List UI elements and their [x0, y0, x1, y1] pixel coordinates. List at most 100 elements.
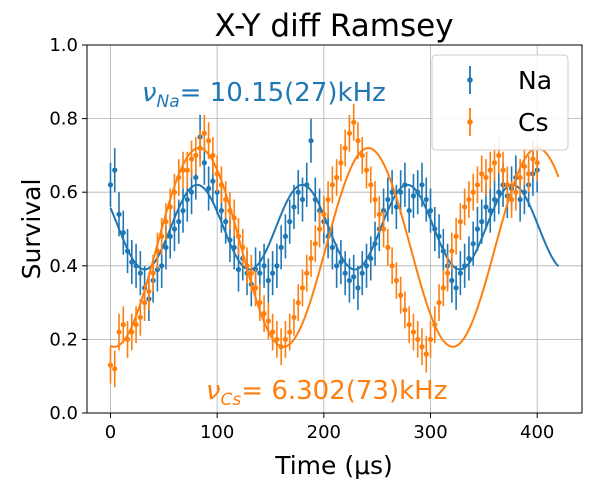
legend-item-cs: Cs	[467, 108, 548, 137]
plot-frame	[86, 44, 583, 414]
data-point-cs	[406, 322, 412, 328]
data-point-cs	[107, 362, 114, 368]
data-point-na	[517, 196, 523, 203]
data-point-na	[496, 189, 502, 195]
data-point-cs	[342, 145, 348, 151]
plot-area	[107, 103, 560, 388]
data-point-na	[278, 244, 284, 250]
data-point-na	[453, 285, 459, 291]
y-tick-label: 0.0	[49, 403, 78, 424]
data-point-cs	[116, 329, 122, 335]
data-point-cs	[355, 138, 361, 144]
data-point-cs	[534, 160, 540, 166]
data-point-na	[167, 233, 173, 239]
data-point-cs	[321, 211, 327, 217]
data-point-cs	[137, 314, 143, 320]
data-point-cs	[427, 336, 434, 342]
data-point-cs	[112, 366, 118, 372]
data-point-cs	[252, 285, 259, 291]
data-point-na	[206, 185, 212, 192]
x-tick-label: 400	[520, 422, 554, 443]
data-point-cs	[385, 244, 391, 250]
data-point-cs	[363, 167, 370, 173]
legend-label-na: Na	[518, 66, 552, 95]
y-tick-label: 0.2	[49, 329, 78, 350]
data-point-cs	[299, 285, 306, 291]
data-point-cs	[496, 152, 502, 158]
data-point-na	[159, 263, 165, 269]
data-point-cs	[312, 241, 318, 247]
data-point-cs	[500, 167, 506, 173]
data-point-cs	[491, 160, 498, 166]
y-tick-label: 0.6	[49, 182, 78, 203]
data-point-cs	[133, 322, 139, 328]
data-point-cs	[316, 226, 323, 232]
data-point-na	[261, 263, 267, 269]
data-point-cs	[193, 152, 199, 158]
annotation-na-value: = 10.15(27)kHz	[180, 78, 386, 108]
fit-curve-na	[109, 183, 560, 271]
data-point-na	[171, 226, 178, 232]
data-point-cs	[521, 163, 527, 170]
y-tick-label: 0.4	[49, 256, 78, 277]
data-point-cs	[146, 288, 152, 295]
legend-item-na: Na	[467, 66, 552, 95]
data-point-na	[363, 263, 370, 269]
data-point-na	[479, 219, 485, 225]
data-point-na	[295, 189, 301, 195]
svg-text:νCs= 6.302(73)kHz: νCs= 6.302(73)kHz	[206, 376, 447, 410]
data-point-cs	[184, 167, 190, 173]
data-point-cs	[393, 277, 399, 284]
annotation-na-subscript: Na	[157, 92, 180, 112]
data-point-cs	[389, 263, 395, 269]
data-point-na	[329, 244, 335, 250]
data-point-cs	[359, 152, 365, 158]
data-point-cs	[440, 285, 446, 291]
axes: 0 100 200 300 400 0.0 0.2 0.4 0.6 0.8 1.0	[49, 35, 583, 443]
data-point-na	[466, 255, 472, 262]
data-point-na	[483, 204, 489, 210]
annotation-na: νNa= 10.15(27)kHz	[142, 78, 386, 112]
data-point-na	[210, 178, 216, 184]
data-point-cs	[270, 329, 276, 335]
data-point-cs	[346, 130, 353, 136]
legend-box	[431, 54, 569, 151]
data-point-cs	[142, 300, 148, 306]
svg-text:νNa= 10.15(27)kHz: νNa= 10.15(27)kHz	[142, 78, 386, 112]
data-point-cs	[304, 270, 310, 276]
data-point-cs	[274, 336, 280, 342]
data-point-cs	[530, 156, 536, 162]
data-point-cs	[351, 119, 357, 125]
data-point-na	[180, 208, 186, 214]
data-point-na	[116, 211, 122, 217]
data-point-na	[282, 233, 289, 239]
data-point-na	[470, 241, 476, 247]
data-point-na	[274, 263, 280, 269]
data-point-na	[368, 255, 374, 262]
data-point-cs	[415, 336, 421, 342]
annotation-cs-symbol: ν	[206, 376, 221, 406]
data-point-na	[491, 196, 498, 203]
data-point-cs	[402, 307, 408, 313]
data-point-na	[427, 208, 434, 214]
data-point-na	[385, 196, 391, 203]
data-point-cs	[419, 344, 425, 350]
data-point-na	[449, 277, 455, 284]
data-point-cs	[508, 196, 515, 203]
data-point-cs	[334, 174, 340, 181]
series-cs	[107, 103, 560, 388]
data-point-na	[193, 174, 199, 181]
data-point-cs	[120, 322, 126, 328]
data-point-cs	[479, 171, 485, 177]
data-point-na	[334, 263, 340, 269]
x-axis-label: Time (μs)	[274, 451, 393, 480]
data-point-cs	[248, 270, 254, 276]
y-axis-label: Survival	[17, 179, 46, 280]
data-point-cs	[423, 351, 429, 357]
data-point-cs	[295, 300, 301, 306]
data-point-na	[338, 259, 344, 265]
data-point-na	[291, 204, 297, 210]
data-point-cs	[372, 196, 378, 203]
data-point-cs	[474, 182, 481, 188]
